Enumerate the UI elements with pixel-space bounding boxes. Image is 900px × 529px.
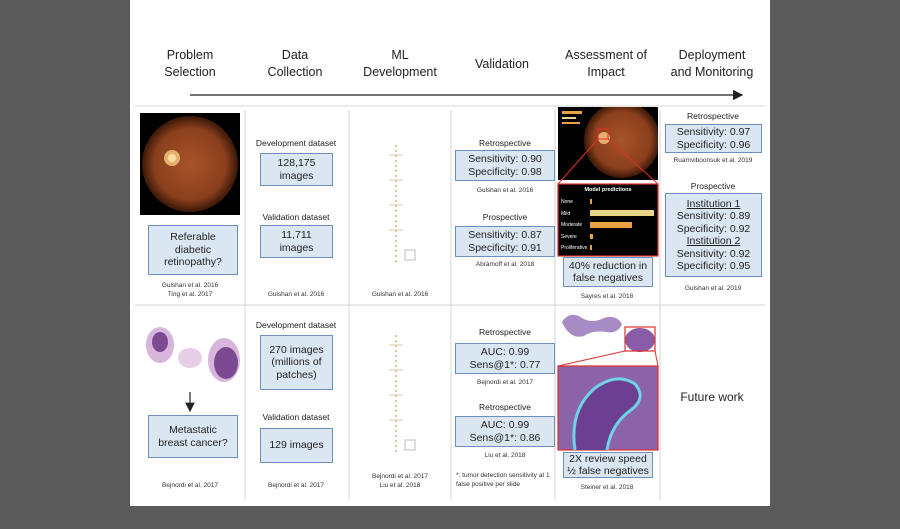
dataset-size: 128,175 images <box>277 157 316 182</box>
citation: Liu et al. 2018 <box>379 482 421 489</box>
separators <box>135 105 765 500</box>
box-line: Sens@1*: 0.77 <box>469 358 541 371</box>
dataset-box: 270 images (millions of patches) <box>260 335 333 390</box>
box-line: Sens@1*: 0.86 <box>469 431 541 444</box>
chart-label: Proliferative <box>561 245 588 251</box>
box-line: Sensitivity: 0.92 <box>676 247 751 260</box>
box-line: Specificity: 0.95 <box>676 260 751 272</box>
citation: Bejnordi et al. 2017 <box>267 482 324 489</box>
study-kind: Retrospective <box>687 111 739 121</box>
network-diagram <box>389 145 416 262</box>
dataset-label: Validation dataset <box>262 212 330 222</box>
box-line: false negatives <box>572 272 644 284</box>
dataset-label: Development dataset <box>255 138 337 148</box>
citation: Bejnordi et al. 2017 <box>476 379 533 386</box>
box-line: Specificity: 0.96 <box>676 138 751 151</box>
box-line: Specificity: 0.98 <box>468 165 542 178</box>
citation: Gulshan et al. 2016 <box>476 187 534 194</box>
column-header: ML Development <box>363 48 437 79</box>
question: Metastatic breast cancer? <box>158 424 228 449</box>
column-header: Assessment of Impact <box>565 48 647 79</box>
chart-title: Model predictions <box>584 187 632 193</box>
dataset-box: 128,175 images <box>260 153 333 186</box>
dataset-size: 270 images (millions of patches) <box>269 343 324 381</box>
chart-label: Mild <box>561 210 571 217</box>
future-work: Future work <box>680 390 744 404</box>
citation: Bejnordi et al. 2017 <box>161 482 218 489</box>
pathology-image <box>146 327 240 413</box>
citation: Gulshan et al. 2016 <box>371 291 429 298</box>
result-box: Sensitivity: 0.97 Specificity: 0.96 <box>665 124 762 153</box>
study-kind: Prospective <box>690 181 736 191</box>
box-line: Sensitivity: 0.90 <box>468 153 542 165</box>
chart-label: Severe <box>561 233 577 240</box>
result-box: Institution 1 Sensitivity: 0.89 Specificit… <box>665 193 762 277</box>
box-line: 40% reduction in <box>568 259 648 272</box>
citation: Abràmoff et al. 2018 <box>475 261 535 268</box>
dataset-label: Development dataset <box>255 320 337 330</box>
question-box: Metastatic breast cancer? <box>148 415 238 458</box>
chart-label: Moderate <box>561 222 583 228</box>
box-line: Sensitivity: 0.87 <box>468 229 542 241</box>
result-box: 2X review speed ½ false negatives <box>563 452 653 478</box>
dataset-label: Validation dataset <box>262 412 330 422</box>
column-header: Problem Selection <box>164 48 216 79</box>
result-box: AUC: 0.99 Sens@1*: 0.77 <box>455 343 555 374</box>
box-line: Specificity: 0.91 <box>468 241 542 254</box>
citation: Ruamviboonsuk et al. 2019 <box>673 157 753 164</box>
citation: Gulshan et al. 2016 <box>267 291 325 298</box>
citation: Ting et al. 2017 <box>167 291 213 298</box>
citation: Bejnordi et al. 2017 <box>371 473 428 480</box>
box-line: Sensitivity: 0.97 <box>676 126 751 138</box>
result-box: AUC: 0.99 Sens@1*: 0.86 <box>455 416 555 447</box>
network-diagram <box>389 335 416 452</box>
footnote: *: tumor detection sensitivity at 1 fals… <box>456 472 550 488</box>
column-header: Data Collection <box>267 48 323 79</box>
study-kind: Retrospective <box>479 138 531 148</box>
box-line: Specificity: 0.92 <box>676 222 751 235</box>
box-line: Sensitivity: 0.89 <box>676 210 751 222</box>
citation: Sayres et al. 2018 <box>580 293 634 300</box>
chart-label: None <box>561 199 573 205</box>
study-kind: Retrospective <box>479 327 531 337</box>
box-line: 2X review speed <box>569 452 647 465</box>
citation: Liu et al. 2018 <box>484 452 526 459</box>
citation: Gulshan et al. 2019 <box>684 285 742 292</box>
column-header: Validation <box>475 56 529 71</box>
study-kind: Prospective <box>482 212 528 222</box>
question: Referable diabetic retinopathy? <box>164 231 222 269</box>
impact-image <box>557 107 659 257</box>
dataset-size: 11,711 images <box>279 229 314 254</box>
fundus-image <box>140 113 240 215</box>
box-line: Institution 2 <box>686 235 741 247</box>
box-line: ½ false negatives <box>567 465 649 477</box>
dataset-box: 11,711 images <box>260 225 333 258</box>
dataset-box: 129 images <box>260 428 333 463</box>
box-line: AUC: 0.99 <box>480 346 530 358</box>
study-kind: Retrospective <box>479 402 531 412</box>
impact-image <box>557 314 659 451</box>
citation: Gulshan et al. 2016 <box>161 282 219 289</box>
citation: Steiner et al. 2018 <box>580 484 634 491</box>
question-box: Referable diabetic retinopathy? <box>148 225 238 275</box>
result-box: 40% reduction in false negatives <box>563 257 653 287</box>
result-box: Sensitivity: 0.87 Specificity: 0.91 <box>455 226 555 257</box>
result-box: Sensitivity: 0.90 Specificity: 0.98 <box>455 150 555 181</box>
column-header: Deployment and Monitoring <box>670 48 754 79</box>
box-line: Institution 1 <box>686 197 741 210</box>
dataset-size: 129 images <box>269 439 324 452</box>
box-line: AUC: 0.99 <box>480 419 530 431</box>
